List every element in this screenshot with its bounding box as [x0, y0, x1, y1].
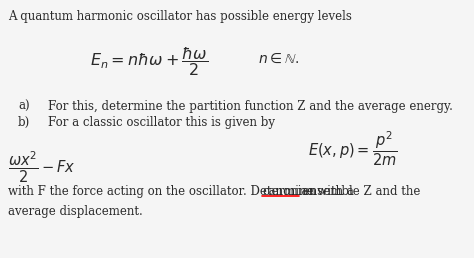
- Text: $E_n = n\hbar\omega + \dfrac{\hbar\omega}{2}$: $E_n = n\hbar\omega + \dfrac{\hbar\omega…: [90, 45, 208, 78]
- Text: a): a): [18, 100, 29, 113]
- Text: canonian: canonian: [262, 185, 316, 198]
- Text: $n \in \mathbb{N}.$: $n \in \mathbb{N}.$: [258, 52, 299, 66]
- Text: A quantum harmonic oscillator has possible energy levels: A quantum harmonic oscillator has possib…: [8, 10, 352, 23]
- Text: average displacement.: average displacement.: [8, 205, 143, 218]
- Text: with F the force acting on the oscillator. Determine with a: with F the force acting on the oscillato…: [8, 185, 357, 198]
- Text: For this, determine the partition function Z and the average energy.: For this, determine the partition functi…: [48, 100, 453, 113]
- Text: ensemble Z and the: ensemble Z and the: [299, 185, 420, 198]
- Text: b): b): [18, 116, 30, 129]
- Text: $E(x,p) = \dfrac{p^2}{2m}$: $E(x,p) = \dfrac{p^2}{2m}$: [308, 130, 397, 168]
- Text: For a classic oscillator this is given by: For a classic oscillator this is given b…: [48, 116, 275, 129]
- Text: $\dfrac{\omega x^2}{2} - Fx$: $\dfrac{\omega x^2}{2} - Fx$: [8, 150, 75, 185]
